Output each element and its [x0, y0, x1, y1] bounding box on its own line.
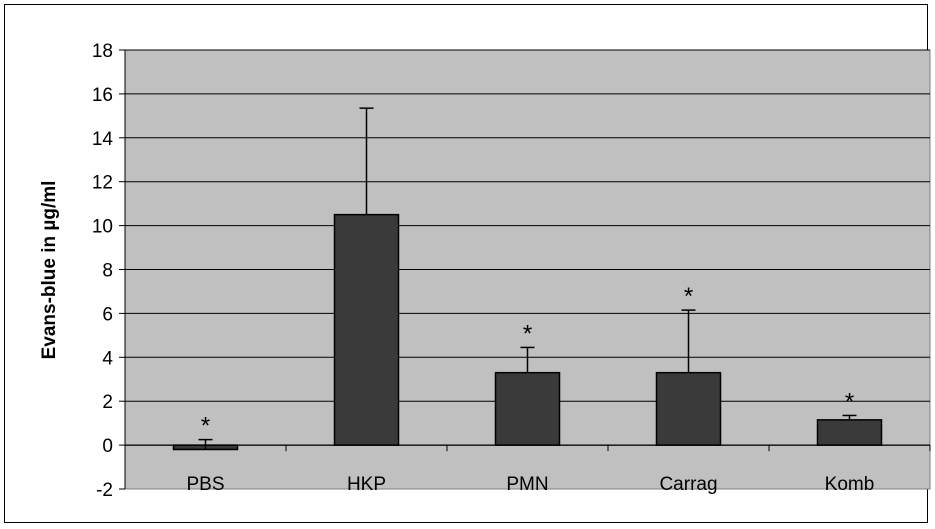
y-tick-label: 10	[92, 217, 113, 238]
y-tick-label: 12	[92, 173, 113, 194]
bar-komb	[816, 419, 883, 446]
y-tick-label: 0	[102, 436, 113, 457]
x-tick-labels: PBS HKP PMN Carrag Komb	[186, 474, 874, 495]
bar-carrag	[655, 371, 722, 446]
x-tick-label: PMN	[506, 474, 548, 495]
bar-hkp	[333, 213, 400, 446]
y-tick-labels: -2 0 2 4 6 8 10 12 14 16 18	[92, 41, 114, 501]
error-bars	[198, 107, 857, 450]
x-tick-label: HKP	[347, 474, 386, 495]
y-tick-label: 18	[92, 41, 113, 62]
significance-markers: * * * *	[201, 283, 854, 440]
y-axis-title: Evans-blue in µg/ml	[39, 181, 60, 360]
y-tick-label: 8	[102, 261, 113, 282]
axes	[119, 49, 931, 490]
x-tick-label: Carrag	[659, 474, 717, 495]
y-tick-label: 6	[102, 304, 113, 325]
significance-marker: *	[201, 413, 210, 440]
significance-marker: *	[684, 283, 693, 310]
y-tick-label: -2	[96, 480, 113, 501]
x-tick-label: PBS	[186, 474, 224, 495]
y-tick-label: 2	[102, 392, 113, 413]
y-tick-label: 4	[102, 348, 113, 369]
significance-marker: *	[845, 388, 854, 415]
y-tick-label: 14	[92, 129, 114, 150]
bar-pmn	[494, 371, 561, 446]
x-tick-label: Komb	[825, 474, 875, 495]
significance-marker: *	[523, 320, 532, 347]
y-tick-label: 16	[92, 85, 113, 106]
